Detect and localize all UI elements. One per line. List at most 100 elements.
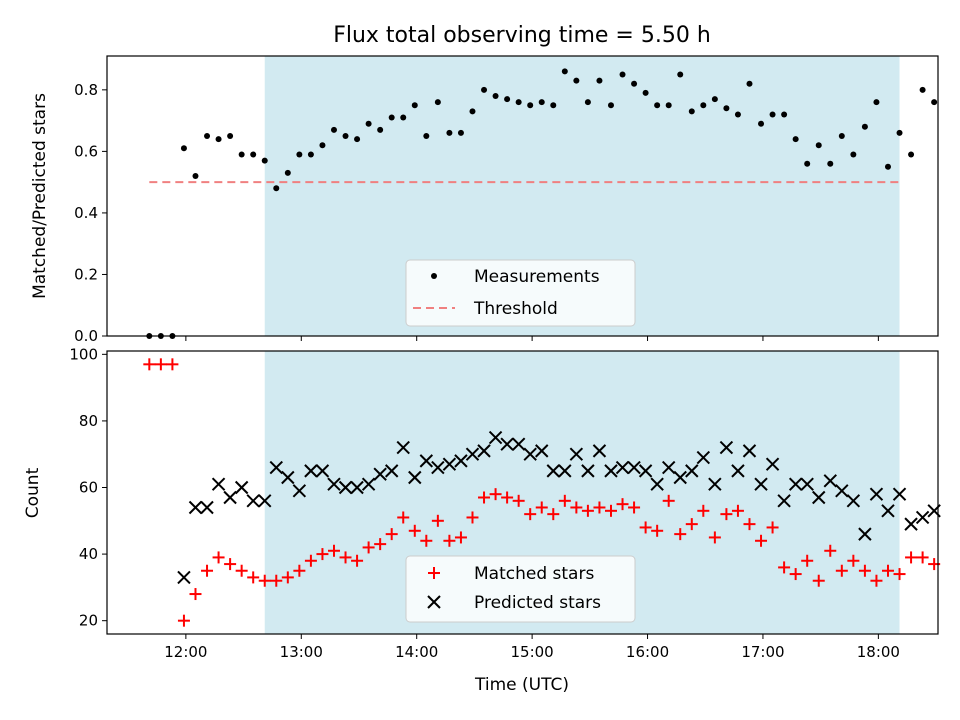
predicted-star-point bbox=[315, 464, 330, 478]
predicted-star-point bbox=[869, 487, 884, 501]
measurement-point bbox=[677, 71, 684, 78]
predicted-star-point bbox=[788, 477, 803, 491]
predicted-star-point bbox=[858, 527, 872, 541]
predicted-star-point bbox=[823, 474, 837, 488]
predicted-star-point bbox=[200, 500, 214, 515]
measurement-point bbox=[688, 108, 695, 115]
predicted-star-point bbox=[673, 470, 687, 485]
matched-star-point bbox=[201, 564, 214, 577]
predicted-star-point bbox=[188, 500, 203, 515]
measurement-point bbox=[215, 136, 222, 143]
matched-star-point bbox=[143, 358, 156, 371]
predicted-star-point bbox=[765, 457, 780, 471]
x-tick-label: 13:00 bbox=[280, 643, 323, 661]
predicted-star-point bbox=[523, 447, 537, 461]
matched-star-point bbox=[535, 501, 548, 514]
measurement-point bbox=[227, 133, 234, 139]
matched-star-point bbox=[154, 358, 167, 371]
measurement-point bbox=[250, 151, 257, 158]
measurement-point bbox=[377, 126, 384, 133]
measurement-point bbox=[700, 102, 707, 109]
matched-star-point bbox=[443, 534, 456, 547]
measurement-point bbox=[434, 99, 441, 106]
measurement-point bbox=[758, 120, 765, 127]
measurement-point bbox=[388, 114, 395, 121]
measurement-point bbox=[180, 145, 187, 152]
predicted-star-point bbox=[396, 440, 410, 455]
predicted-star-point bbox=[812, 490, 826, 505]
matched-star-point bbox=[547, 508, 560, 521]
measurement-point bbox=[896, 129, 903, 136]
matched-star-point bbox=[304, 554, 317, 567]
measurements-legend-marker bbox=[431, 273, 437, 279]
measurement-point bbox=[342, 133, 349, 139]
predicted-star-point bbox=[904, 517, 918, 531]
matched-star-point bbox=[824, 544, 837, 557]
predicted-legend-label: Predicted stars bbox=[474, 593, 601, 613]
count-frame bbox=[106, 350, 939, 635]
matched-star-point bbox=[351, 554, 364, 567]
matched-star-point bbox=[524, 508, 537, 521]
predicted-star-point bbox=[477, 444, 491, 458]
measurement-point bbox=[538, 99, 545, 106]
predicted-star-point bbox=[881, 504, 895, 518]
predicted-star-point bbox=[350, 480, 364, 495]
ratio-y-label: Matched/Predicted stars bbox=[30, 93, 50, 299]
ratio-legend: Measurements Threshold bbox=[405, 259, 636, 327]
predicted-star-point bbox=[246, 494, 260, 508]
matched-star-point bbox=[362, 541, 375, 554]
y-tick-label: 20 bbox=[79, 612, 98, 630]
matched-star-point bbox=[397, 511, 410, 524]
predicted-star-point bbox=[915, 510, 930, 525]
matched-star-point bbox=[662, 494, 675, 507]
matched-star-point bbox=[408, 524, 421, 537]
predicted-star-point bbox=[685, 464, 699, 478]
measurement-point bbox=[550, 102, 557, 109]
measurement-point bbox=[815, 142, 822, 149]
measurement-point bbox=[561, 68, 568, 75]
measurement-point bbox=[850, 151, 857, 158]
predicted-star-point bbox=[465, 447, 480, 461]
measurement-point bbox=[446, 129, 453, 136]
matched-star-point bbox=[224, 558, 237, 571]
measurement-point bbox=[781, 111, 788, 118]
x-tick-label: 17:00 bbox=[741, 643, 784, 661]
matched-star-point bbox=[258, 574, 271, 587]
matched-star-point bbox=[812, 574, 825, 587]
measurements-legend-label: Measurements bbox=[474, 267, 600, 287]
matched-star-point bbox=[801, 554, 814, 567]
matched-star-point bbox=[755, 534, 768, 547]
y-tick-label: 0.6 bbox=[74, 142, 98, 160]
predicted-star-point bbox=[719, 440, 734, 455]
measurement-point bbox=[861, 123, 868, 130]
predicted-star-point bbox=[754, 477, 768, 491]
matched-star-point bbox=[708, 531, 721, 544]
matched-star-point bbox=[778, 561, 791, 574]
matched-star-point bbox=[177, 614, 190, 627]
x-tick-label: 14:00 bbox=[395, 643, 438, 661]
y-tick-label: 40 bbox=[79, 545, 98, 563]
matched-star-point bbox=[916, 551, 929, 564]
measurement-point bbox=[908, 151, 915, 158]
matched-star-point bbox=[570, 501, 583, 514]
measurement-point bbox=[838, 133, 845, 139]
matched-star-point bbox=[835, 564, 848, 577]
matched-star-point bbox=[720, 508, 733, 521]
predicted-star-point bbox=[650, 477, 664, 491]
measurement-point bbox=[515, 99, 522, 106]
predicted-star-point bbox=[604, 464, 618, 478]
predicted-star-point bbox=[500, 437, 514, 451]
x-tick-label: 12:00 bbox=[164, 643, 207, 661]
matched-star-point bbox=[431, 514, 444, 527]
measurement-point bbox=[723, 105, 730, 112]
measurement-point bbox=[307, 151, 314, 158]
matched-star-point bbox=[685, 518, 698, 531]
measurement-point bbox=[573, 77, 580, 84]
measurement-point bbox=[804, 160, 811, 167]
matched-star-point bbox=[697, 504, 710, 517]
x-tick-label: 16:00 bbox=[626, 643, 669, 661]
matched-star-point bbox=[316, 548, 329, 561]
measurement-point bbox=[827, 160, 834, 167]
measurement-point bbox=[665, 102, 672, 109]
matched-star-point bbox=[743, 518, 756, 531]
